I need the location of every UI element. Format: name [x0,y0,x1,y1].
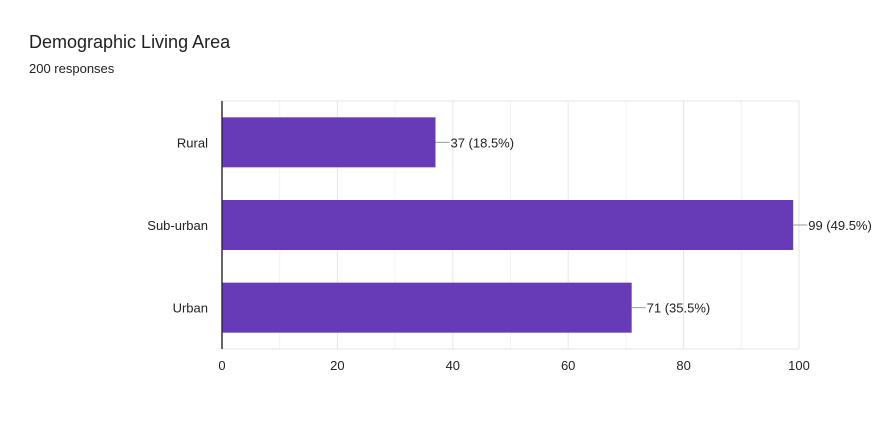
x-tick-label: 100 [788,358,810,373]
x-tick-label: 40 [446,358,460,373]
x-tick-label: 80 [676,358,690,373]
x-tick-label: 60 [561,358,575,373]
data-label: 71 (35.5%) [647,301,711,316]
bar-urban [222,282,632,333]
bar-sub-urban [222,200,794,250]
category-label: Urban [173,301,208,316]
x-tick-label: 0 [218,358,225,373]
response-count: 200 responses [29,61,115,76]
x-tick-label: 20 [330,358,344,373]
chart-title: Demographic Living Area [29,32,231,52]
data-label: 99 (49.5%) [808,218,872,233]
category-label: Rural [177,135,208,150]
data-label: 37 (18.5%) [450,135,514,150]
bar-rural [222,117,436,168]
category-label: Sub-urban [147,218,208,233]
